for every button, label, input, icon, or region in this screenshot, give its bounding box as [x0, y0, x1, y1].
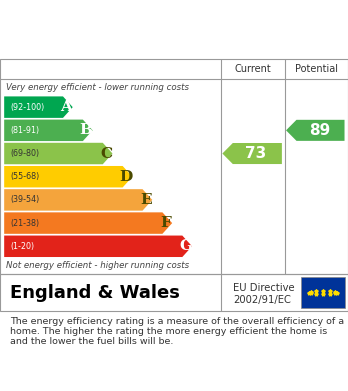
Text: Not energy efficient - higher running costs: Not energy efficient - higher running co…: [6, 262, 189, 271]
Text: A: A: [61, 100, 72, 114]
Text: Current: Current: [235, 64, 271, 74]
Text: 2002/91/EC: 2002/91/EC: [233, 295, 291, 305]
Text: Very energy efficient - lower running costs: Very energy efficient - lower running co…: [6, 83, 189, 92]
Text: 73: 73: [245, 146, 267, 161]
Text: Energy Efficiency Rating: Energy Efficiency Rating: [14, 7, 235, 23]
Text: B: B: [80, 123, 93, 137]
Text: F: F: [160, 216, 171, 230]
Polygon shape: [4, 143, 112, 164]
Polygon shape: [286, 120, 345, 141]
Text: G: G: [179, 239, 192, 253]
Polygon shape: [4, 166, 132, 187]
Text: EU Directive: EU Directive: [233, 283, 295, 293]
Text: E: E: [140, 193, 152, 207]
Polygon shape: [222, 143, 282, 164]
Bar: [301, 277, 345, 308]
Polygon shape: [4, 97, 73, 118]
Polygon shape: [4, 235, 192, 257]
Text: (21-38): (21-38): [10, 219, 40, 228]
Text: The energy efficiency rating is a measure of the overall efficiency of a home. T: The energy efficiency rating is a measur…: [10, 317, 345, 346]
Text: C: C: [100, 147, 112, 161]
Text: (69-80): (69-80): [10, 149, 40, 158]
Text: Potential: Potential: [295, 64, 338, 74]
Text: (39-54): (39-54): [10, 196, 40, 204]
Polygon shape: [4, 189, 152, 211]
Polygon shape: [4, 120, 93, 141]
Text: 89: 89: [309, 123, 330, 138]
Text: (55-68): (55-68): [10, 172, 40, 181]
Text: (92-100): (92-100): [10, 103, 45, 112]
Text: England & Wales: England & Wales: [10, 283, 180, 301]
Text: D: D: [119, 170, 133, 184]
Text: (81-91): (81-91): [10, 126, 40, 135]
Text: (1-20): (1-20): [10, 242, 34, 251]
Polygon shape: [4, 212, 172, 234]
